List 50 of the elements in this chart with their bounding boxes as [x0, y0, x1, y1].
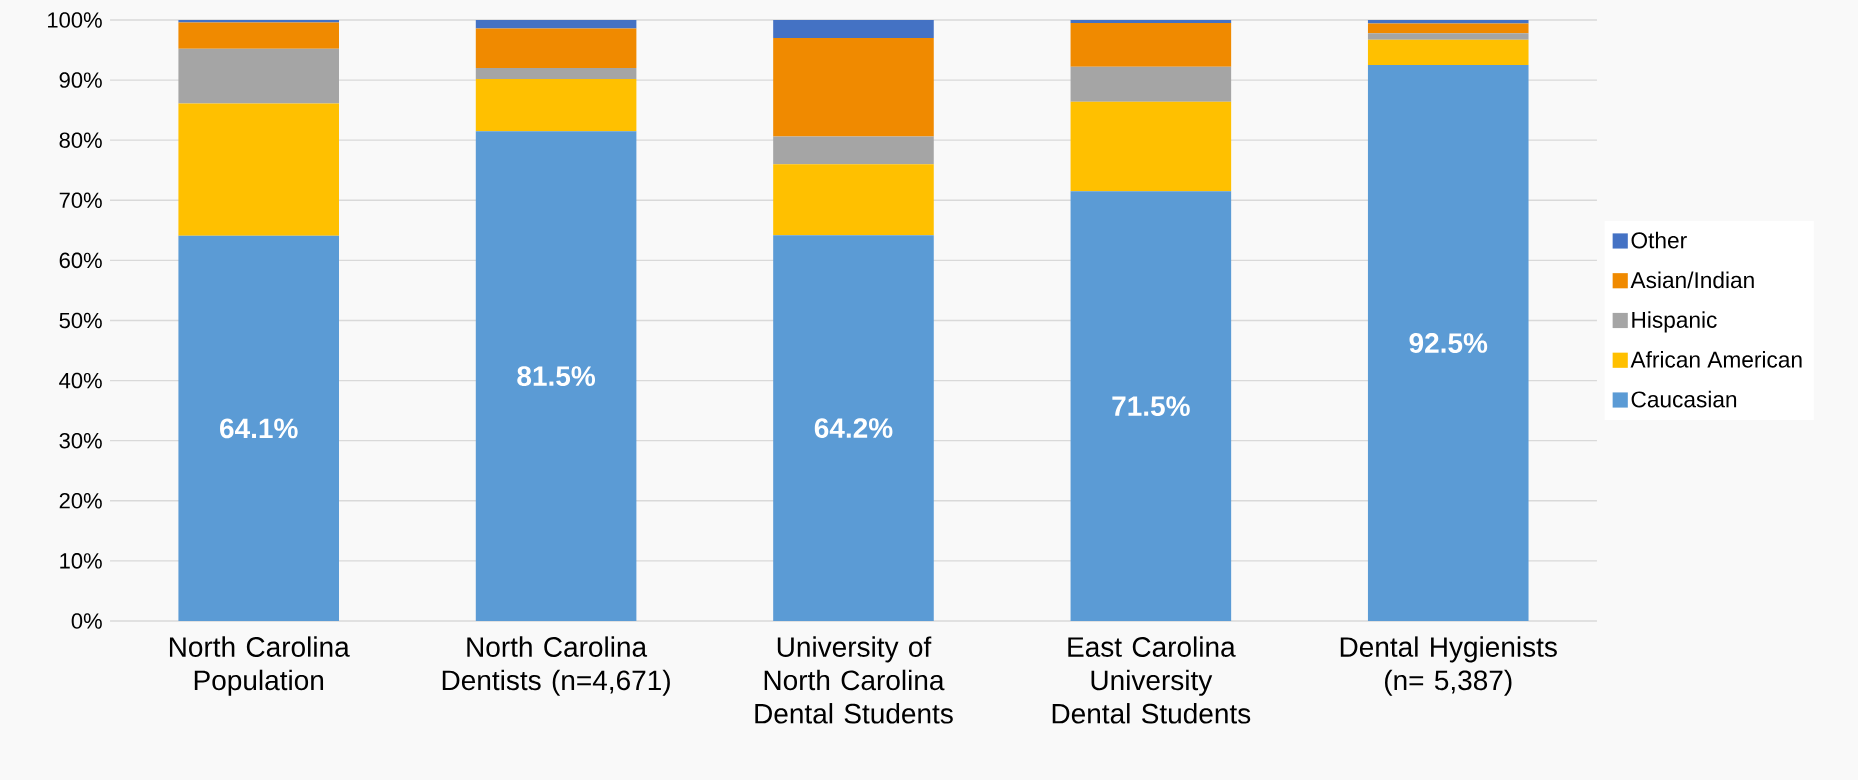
- bar: [475, 19, 637, 29]
- y-tick-label: 40%: [59, 372, 102, 389]
- bar: [773, 235, 934, 621]
- bar: [1367, 65, 1529, 621]
- data-label: 64.2%: [814, 418, 893, 438]
- y-tick-label: 50%: [59, 312, 102, 329]
- bar: [773, 164, 934, 236]
- legend-label: Asian/Indian: [1630, 271, 1754, 289]
- legend-label: African American: [1630, 351, 1802, 368]
- bar: [1070, 101, 1232, 192]
- bar: [1070, 191, 1232, 621]
- y-tick-label: 80%: [59, 132, 102, 148]
- x-tick-label: Dental Hygienists (n= 5,387): [1340, 636, 1557, 696]
- data-label: 64.1%: [220, 418, 298, 439]
- bar: [773, 19, 934, 39]
- y-tick-label: 100%: [48, 12, 102, 28]
- bar: [178, 22, 339, 49]
- legend-label: Caucasian: [1631, 390, 1737, 408]
- bar: [475, 28, 637, 69]
- bar: [475, 131, 637, 621]
- data-label: 81.5%: [517, 366, 596, 386]
- bar: [475, 68, 637, 79]
- bar: [178, 48, 339, 104]
- bar: [1367, 23, 1529, 34]
- data-label: 92.5%: [1409, 333, 1488, 353]
- bar: [1367, 33, 1529, 40]
- bar: [1070, 66, 1232, 102]
- y-tick-label: 60%: [59, 252, 102, 269]
- y-tick-label: 20%: [59, 492, 102, 509]
- x-tick-label: North Carolina Dentists (n=4,671): [442, 636, 670, 696]
- y-tick-label: 0%: [71, 613, 102, 629]
- x-tick-label: University of North Carolina Dental Students: [755, 636, 953, 724]
- x-tick-label: East Carolina University Dental Students: [1052, 636, 1251, 724]
- x-tick-label: North Carolina Population: [169, 636, 350, 696]
- bar: [1367, 39, 1529, 66]
- bar: [1070, 22, 1232, 67]
- bar: [1367, 19, 1529, 24]
- bar: [1070, 19, 1232, 23]
- legend-label: Other: [1631, 231, 1687, 249]
- y-tick-label: 30%: [59, 432, 102, 449]
- bar: [773, 38, 934, 137]
- y-tick-label: 10%: [60, 553, 102, 569]
- y-tick-label: 90%: [59, 72, 102, 88]
- bar: [475, 78, 637, 132]
- y-tick-label: 70%: [59, 192, 102, 209]
- bar: [178, 103, 339, 236]
- bar: [773, 136, 934, 165]
- data-label: 71.5%: [1112, 396, 1190, 416]
- bar: [178, 235, 339, 621]
- legend-label: Hispanic: [1632, 311, 1717, 333]
